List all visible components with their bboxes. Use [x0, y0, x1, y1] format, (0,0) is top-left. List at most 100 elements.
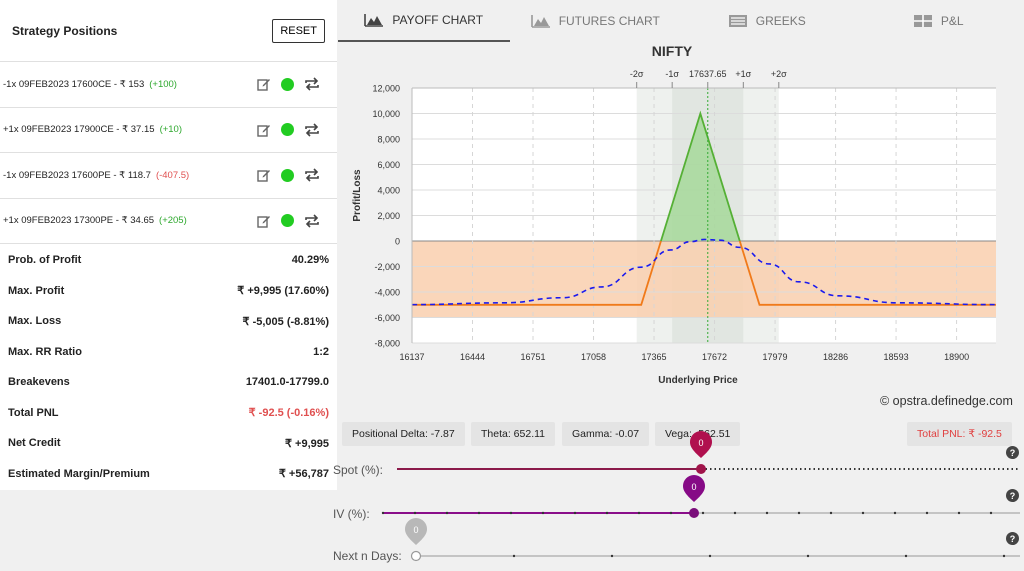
iv-slider-tick	[925, 511, 929, 515]
payoff-chart: 12,000 10,000 8,000 6,000 4,000 2,000 0 -2,000 -…	[340, 40, 1006, 395]
stat-row: Max. Profit ₹ +9,995 (17.60%)	[0, 276, 337, 307]
y-tick-label: -4,000	[374, 288, 400, 298]
active-toggle-icon[interactable]	[281, 123, 294, 137]
tab-label: GREEKS	[755, 14, 806, 28]
tab-payoff-chart[interactable]: PAYOFF CHART	[338, 0, 510, 42]
swap-icon[interactable]	[304, 168, 320, 182]
y-tick-label: 2,000	[377, 211, 400, 221]
iv-slider-tick	[797, 511, 801, 515]
position-change: (-407.5)	[155, 169, 190, 181]
tab-label: P&L	[940, 14, 964, 28]
iv-value-pin	[683, 475, 705, 502]
stat-row: Breakevens 17401.0-17799.0	[0, 367, 337, 398]
tab-futures-chart[interactable]: FUTURES CHART	[510, 0, 682, 42]
iv-value-text: 0	[691, 482, 696, 492]
swap-icon[interactable]	[304, 77, 320, 91]
y-axis-label: Profit/Loss	[352, 169, 363, 222]
reset-button[interactable]: RESET	[272, 18, 325, 43]
position-row: +1x 09FEB2023 17900CE - ₹ 37.15 (+10)	[0, 108, 337, 153]
x-tick-label: 16444	[460, 352, 485, 362]
stat-value: 1:2	[313, 345, 329, 358]
grid-icon	[913, 15, 932, 27]
top-axis-label: +2σ	[771, 69, 787, 79]
stats-list: Prob. of Profit 40.29% Max. Profit ₹ +9,995…	[0, 244, 337, 489]
total-pnl-chip: Total PNL: ₹ -92.5	[907, 422, 1012, 446]
stat-value: ₹ +9,995	[284, 437, 329, 450]
days-slider-ticks	[512, 554, 1006, 558]
strategy-header: Strategy Positions RESET	[0, 0, 337, 62]
swap-icon[interactable]	[304, 123, 320, 137]
iv-slider-tick	[893, 511, 897, 515]
position-row: +1x 09FEB2023 17300PE - ₹ 34.65 (+205)	[0, 199, 337, 244]
position-row: -1x 09FEB2023 17600CE - ₹ 153 (+100)	[0, 62, 337, 108]
active-toggle-icon[interactable]	[281, 77, 294, 91]
position-change: (+10)	[159, 124, 183, 136]
iv-slider[interactable]: 0	[381, 475, 1020, 518]
chart-title: NIFTY	[652, 43, 693, 59]
iv-slider-tick	[733, 511, 737, 515]
spot-slider-handle[interactable]	[696, 464, 706, 474]
active-toggle-icon[interactable]	[281, 214, 294, 228]
stat-row: Estimated Margin/Premium ₹ +56,787	[0, 459, 337, 490]
x-tick-label: 18286	[823, 352, 848, 362]
spot-help-icon[interactable]: ?	[1006, 446, 1019, 459]
payoff-chart-svg: 12,000 10,000 8,000 6,000 4,000 2,000 0 -2,000 -…	[352, 43, 997, 386]
tab-greeks[interactable]: GREEKS	[681, 0, 853, 42]
iv-slider-tick	[829, 511, 833, 515]
days-slider-tick	[1002, 554, 1006, 558]
iv-slider-handle[interactable]	[689, 508, 699, 518]
edit-icon[interactable]	[257, 123, 271, 137]
x-tick-label: 16751	[521, 352, 546, 362]
stat-value: 40.29%	[291, 254, 329, 267]
iv-slider-tick	[573, 511, 577, 515]
tab-label: PAYOFF CHART	[392, 13, 484, 27]
days-slider-tick	[806, 554, 810, 558]
iv-slider-tick	[541, 511, 545, 515]
edit-icon[interactable]	[257, 77, 271, 91]
days-slider-tick	[904, 554, 908, 558]
area-chart-icon	[530, 15, 550, 28]
stat-value: ₹ -5,005 (-8.81%)	[242, 315, 329, 328]
days-slider-tick	[512, 554, 516, 558]
y-tick-label: -2,000	[374, 262, 400, 272]
stat-label: Max. Loss	[8, 315, 62, 328]
tab-p-l[interactable]: P&L	[853, 0, 1024, 42]
theta-chip: Theta: 652.11	[471, 422, 556, 446]
stat-value: ₹ +56,787	[278, 468, 329, 481]
position-actions	[257, 168, 320, 182]
days-slider[interactable]: 0	[405, 518, 1020, 562]
edit-icon[interactable]	[257, 214, 271, 228]
stat-value: ₹ -92.5 (-0.16%)	[248, 407, 329, 420]
stat-label: Max. RR Ratio	[8, 345, 82, 358]
iv-slider-tick	[477, 511, 481, 515]
position-change: (+205)	[159, 215, 187, 227]
active-toggle-icon[interactable]	[281, 168, 294, 182]
stat-row: Total PNL ₹ -92.5 (-0.16%)	[0, 398, 337, 429]
spot-slider-label: Spot (%):	[333, 463, 384, 477]
iv-slider-tick	[765, 511, 769, 515]
y-tick-label: 6,000	[377, 160, 400, 170]
iv-slider-tick	[381, 511, 385, 515]
y-tick-label: 0	[395, 237, 400, 247]
stat-row: Max. Loss ₹ -5,005 (-8.81%)	[0, 306, 337, 337]
stat-row: Net Credit ₹ +9,995	[0, 428, 337, 459]
iv-slider-tick	[861, 511, 865, 515]
iv-slider-tick	[605, 511, 609, 515]
x-tick-label: 18900	[944, 352, 969, 362]
days-value-pin	[405, 518, 427, 545]
top-axis-label: -2σ	[630, 69, 644, 79]
iv-slider-tick	[509, 511, 513, 515]
vega-chip: Vega: -562.51	[655, 422, 741, 446]
edit-icon[interactable]	[257, 168, 271, 182]
position-text: -1x 09FEB2023 17600PE - ₹ 118.7	[3, 169, 151, 181]
days-help-icon[interactable]: ?	[1006, 532, 1019, 545]
swap-icon[interactable]	[304, 214, 320, 228]
target-payoff-line	[411, 238, 997, 306]
profit-region	[660, 113, 740, 241]
days-slider-handle[interactable]	[410, 550, 422, 562]
chart-tabs: PAYOFF CHART FUTURES CHART GREEKS P&L	[338, 0, 1024, 42]
top-axis-label: +1σ	[735, 69, 751, 79]
top-axis-label: 17637.65	[689, 69, 727, 79]
strategy-title: Strategy Positions	[12, 23, 118, 38]
iv-help-icon[interactable]: ?	[1006, 489, 1019, 502]
